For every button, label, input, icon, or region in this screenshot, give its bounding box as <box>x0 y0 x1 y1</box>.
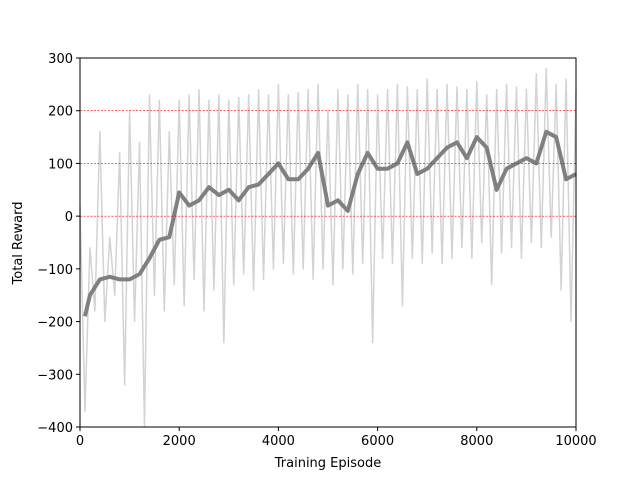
y-axis-label: Total Reward <box>11 202 26 286</box>
y-tick-label: −400 <box>37 421 73 436</box>
y-tick-label: 100 <box>48 157 73 172</box>
y-tick-label: 200 <box>48 105 73 120</box>
data-line <box>83 129 577 317</box>
y-tick-label: −100 <box>37 263 73 278</box>
plot-frame <box>79 57 577 428</box>
y-tick-label: 300 <box>48 52 73 67</box>
x-tick-label: 2000 <box>163 434 196 449</box>
x-tick-label: 8000 <box>460 434 493 449</box>
x-tick-label: 10000 <box>555 434 596 449</box>
y-tick-label: −200 <box>37 316 73 331</box>
y-tick-label: −300 <box>37 368 73 383</box>
x-tick-label: 6000 <box>361 434 394 449</box>
x-axis-label: Training Episode <box>274 456 381 471</box>
x-tick-label: 4000 <box>262 434 295 449</box>
x-tick-label: 0 <box>76 434 84 449</box>
y-tick-label: 0 <box>65 210 73 225</box>
